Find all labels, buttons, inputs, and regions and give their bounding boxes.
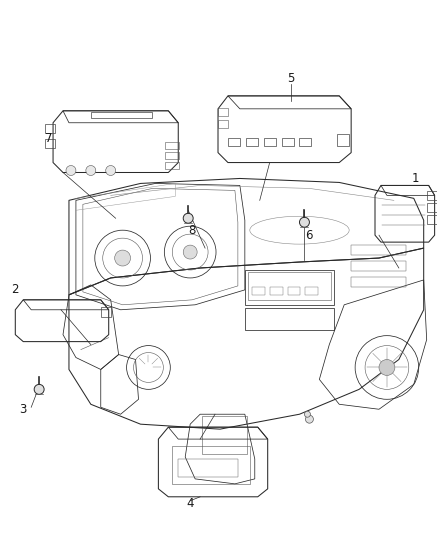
Bar: [282, 138, 293, 146]
Bar: [45, 139, 55, 148]
Bar: [101, 307, 111, 317]
Bar: [228, 138, 240, 146]
Bar: [351, 245, 406, 255]
Bar: [427, 203, 437, 212]
Bar: [252, 287, 265, 295]
Bar: [264, 138, 276, 146]
Bar: [165, 151, 179, 158]
Circle shape: [379, 360, 395, 375]
Circle shape: [300, 217, 309, 227]
Bar: [351, 261, 406, 271]
Circle shape: [183, 245, 197, 259]
Bar: [270, 287, 283, 295]
Bar: [172, 446, 250, 484]
Circle shape: [86, 166, 96, 175]
Bar: [165, 142, 179, 149]
Text: 2: 2: [11, 284, 19, 296]
Bar: [245, 308, 334, 330]
Bar: [305, 287, 318, 295]
Bar: [427, 191, 437, 200]
Bar: [202, 416, 247, 454]
Circle shape: [106, 166, 116, 175]
Bar: [248, 272, 331, 300]
Bar: [245, 270, 334, 305]
Bar: [45, 124, 55, 133]
Text: 5: 5: [287, 72, 294, 85]
Bar: [351, 277, 406, 287]
Text: 8: 8: [188, 224, 196, 237]
Text: 6: 6: [305, 229, 312, 241]
Bar: [165, 161, 179, 168]
Bar: [337, 134, 349, 146]
Circle shape: [34, 384, 44, 394]
Bar: [288, 287, 300, 295]
Text: 1: 1: [412, 172, 420, 185]
Bar: [178, 459, 238, 477]
Circle shape: [304, 411, 311, 417]
Circle shape: [115, 250, 131, 266]
Circle shape: [66, 166, 76, 175]
Bar: [218, 108, 228, 116]
Bar: [300, 138, 311, 146]
Circle shape: [305, 415, 314, 423]
Text: 3: 3: [20, 403, 27, 416]
Circle shape: [183, 213, 193, 223]
Bar: [91, 112, 152, 118]
Bar: [246, 138, 258, 146]
Bar: [427, 215, 437, 224]
Text: 7: 7: [46, 132, 53, 145]
Text: 4: 4: [187, 497, 194, 510]
Bar: [218, 120, 228, 128]
